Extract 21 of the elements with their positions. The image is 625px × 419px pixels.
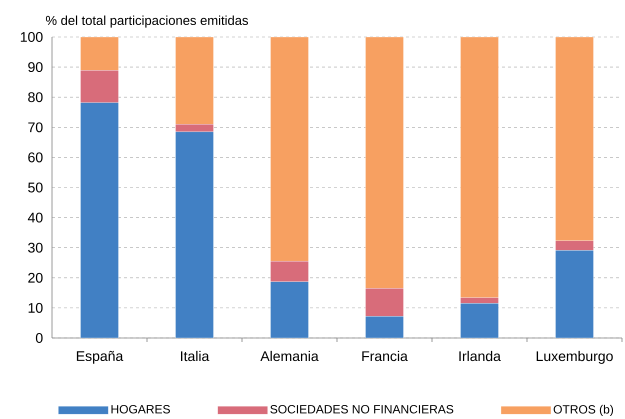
x-tick-label: España bbox=[76, 350, 124, 364]
y-tick-label: 90 bbox=[28, 62, 43, 72]
legend-label: HOGARES bbox=[111, 404, 170, 414]
y-tick-label: 40 bbox=[28, 212, 43, 223]
y-tick-label: 70 bbox=[28, 122, 43, 132]
x-tick-label: Francia bbox=[362, 350, 408, 362]
y-tick-label: 10 bbox=[28, 302, 43, 313]
x-tick-label: Luxemburgo bbox=[536, 350, 613, 364]
y-tick-label: 50 bbox=[28, 182, 43, 192]
y-tick-label: 20 bbox=[28, 272, 43, 283]
x-tick-label: Irlanda bbox=[459, 350, 501, 362]
y-tick-label: 60 bbox=[28, 152, 43, 162]
y-tick-label: 80 bbox=[28, 92, 43, 102]
x-tick-label: Alemania bbox=[260, 350, 319, 362]
legend-label: SOCIEDADES NO FINANCIERAS bbox=[270, 404, 454, 414]
x-tick-label: Italia bbox=[181, 350, 210, 362]
y-tick-label: 100 bbox=[20, 32, 43, 42]
y-axis-title: % del total participaciones emitidas bbox=[46, 15, 248, 28]
legend-label: OTROS (b) bbox=[554, 404, 614, 416]
y-tick-label: 0 bbox=[36, 333, 43, 343]
y-tick-label: 30 bbox=[28, 242, 43, 253]
